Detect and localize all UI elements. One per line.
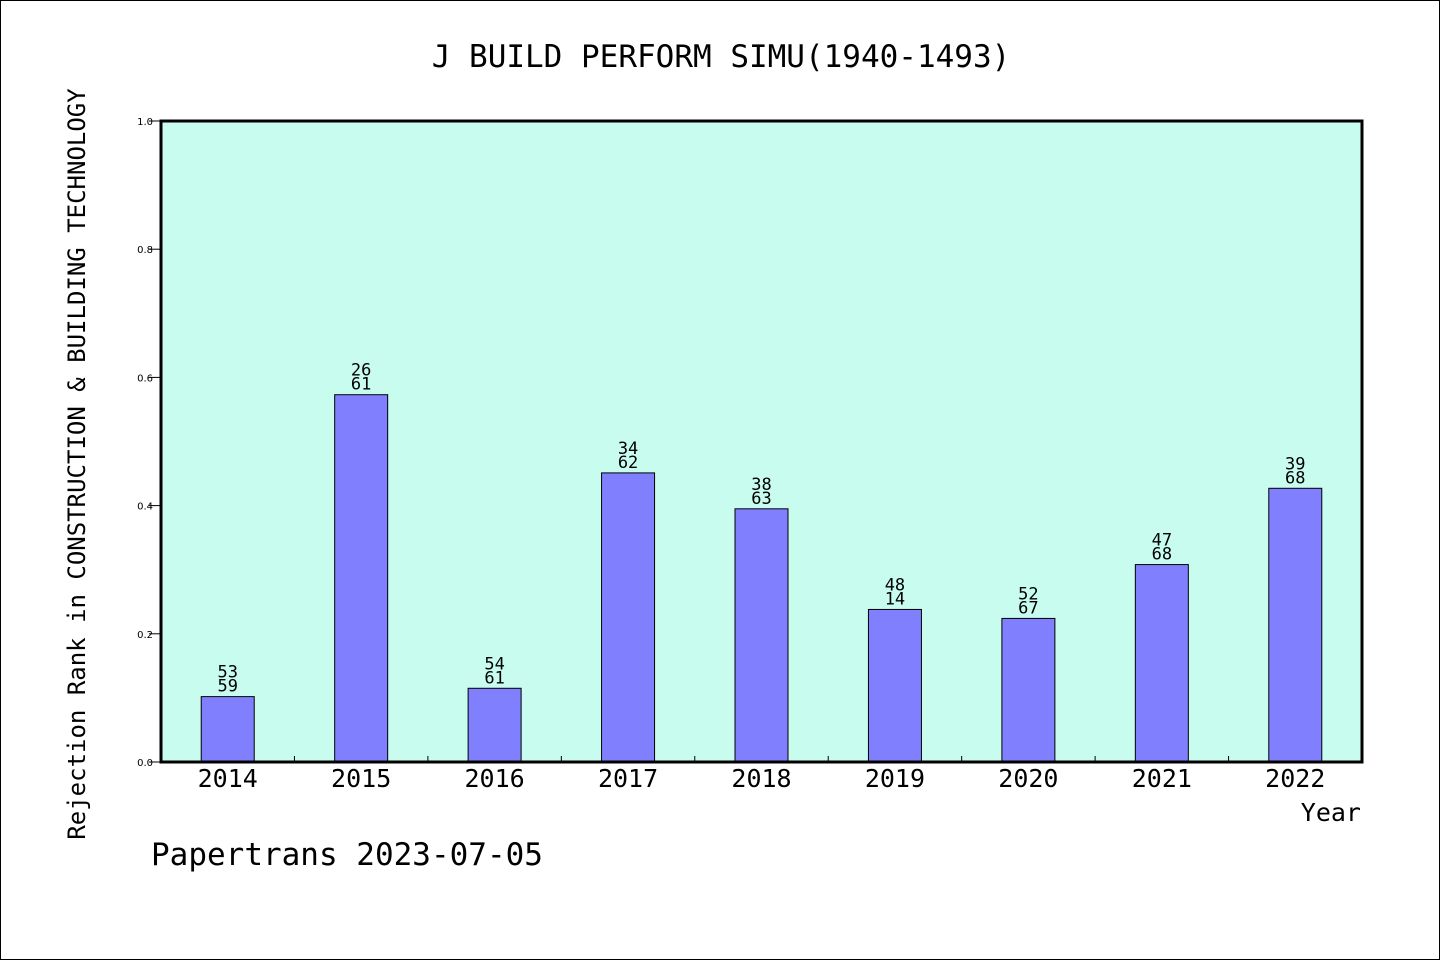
x-tick-label: 2022 (1265, 764, 1325, 793)
x-axis-ticks: 2014 2015 2016 2017 2018 2019 2020 2021 2022 (198, 756, 1325, 793)
data-label-bottom: 68 (1285, 468, 1305, 488)
data-label-bottom: 59 (217, 677, 237, 697)
bar-2020 (1001, 617, 1056, 763)
bar-2022 (1268, 487, 1323, 763)
y-tick-label: 0.2 (137, 630, 153, 641)
bar-2018 (734, 508, 789, 763)
data-label-bottom: 61 (484, 668, 504, 688)
y-tick-label: 0.4 (137, 502, 153, 513)
data-label-bottom: 67 (1018, 598, 1038, 618)
x-tick-label: 2014 (198, 764, 258, 793)
data-label-bottom: 62 (618, 453, 638, 473)
data-label-top: 54 (484, 654, 504, 674)
data-label-top: 38 (751, 475, 771, 495)
y-axis-ticks: 0.0 0.2 0.4 0.6 0.8 1.0 (137, 117, 161, 769)
data-label-bottom: 14 (885, 589, 905, 609)
bar-2014 (200, 696, 255, 763)
data-label-top: 53 (217, 663, 237, 683)
y-axis-label: Rejection Rank in CONSTRUCTION & BUILDIN… (63, 88, 91, 840)
bar-2017 (601, 472, 656, 763)
data-label-bottom: 63 (751, 489, 771, 509)
y-tick-label: 1.0 (137, 117, 153, 128)
data-label-top: 52 (1018, 584, 1038, 604)
x-tick-label: 2015 (331, 764, 391, 793)
x-tick-label: 2021 (1132, 764, 1192, 793)
data-label-bottom: 68 (1152, 545, 1172, 565)
data-label-top: 48 (885, 575, 905, 595)
x-axis-label: Year (1301, 798, 1361, 827)
bar-2015 (334, 394, 389, 763)
bar-2021 (1134, 564, 1189, 763)
bar-2019 (867, 608, 922, 763)
data-label-top: 26 (351, 361, 371, 381)
bar-2016 (467, 687, 522, 763)
footer-note: Papertrans 2023-07-05 (151, 837, 543, 873)
data-label-top: 34 (618, 439, 638, 459)
y-tick-label: 0.8 (137, 245, 153, 256)
data-label-top: 47 (1152, 531, 1172, 551)
x-tick-label: 2016 (465, 764, 525, 793)
x-tick-label: 2017 (598, 764, 658, 793)
x-tick-label: 2018 (731, 764, 791, 793)
chart-title: J BUILD PERFORM SIMU(1940-1493) (432, 39, 1011, 75)
plot-border (159, 119, 1364, 764)
y-tick-label: 0.6 (137, 373, 153, 384)
x-tick-label: 2020 (998, 764, 1058, 793)
y-tick-label: 0.0 (137, 758, 153, 769)
data-label-top: 39 (1285, 454, 1305, 474)
data-label-bottom: 61 (351, 375, 371, 395)
x-tick-label: 2019 (865, 764, 925, 793)
